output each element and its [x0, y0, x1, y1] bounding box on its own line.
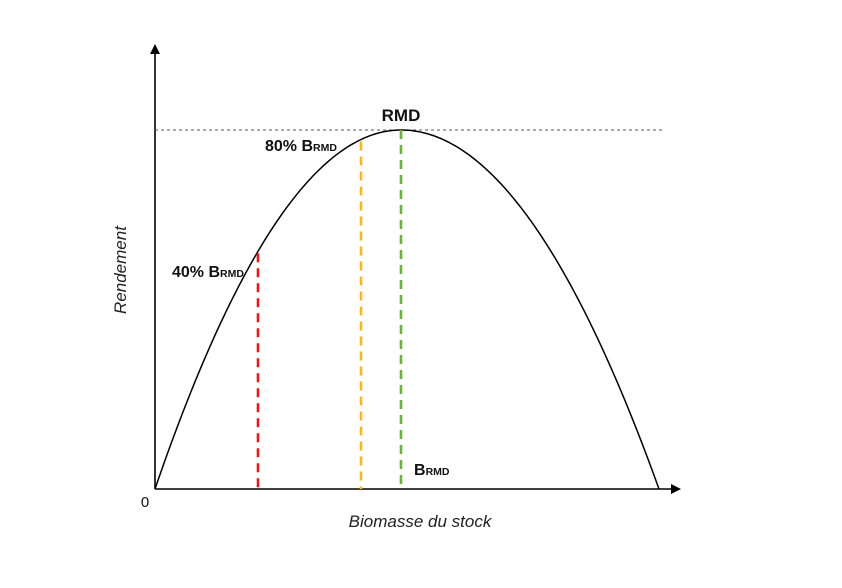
origin-label: 0: [141, 494, 149, 511]
label-bmsy: BRMD: [414, 462, 450, 479]
y-axis-label: Rendement: [111, 225, 130, 314]
label-40-bmsy: 40% BRMD: [172, 264, 244, 281]
label-80-bmsy: 80% BRMD: [265, 138, 337, 155]
peak-label: RMD: [382, 106, 421, 125]
yield-curve: [154, 129, 660, 490]
x-axis-label: Biomasse du stock: [349, 512, 493, 531]
